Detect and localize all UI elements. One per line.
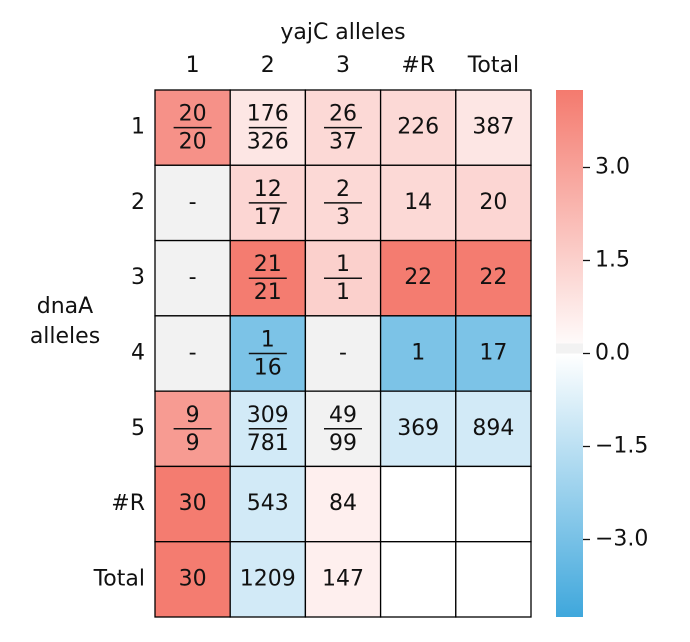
cell-label: 30 bbox=[179, 566, 207, 591]
cell-label: 387 bbox=[472, 115, 514, 140]
cell-numerator: 309 bbox=[247, 403, 289, 428]
cell-numerator: 49 bbox=[329, 403, 357, 428]
y-tick-label: 1 bbox=[131, 115, 145, 140]
cell-label: 20 bbox=[479, 190, 507, 215]
x-tick-label: 3 bbox=[336, 53, 350, 78]
cell-label: 1 bbox=[411, 341, 425, 366]
cell bbox=[455, 315, 532, 392]
cell-denominator: 1 bbox=[336, 280, 350, 305]
cell-denominator: 326 bbox=[247, 130, 289, 155]
x-tick-label: 2 bbox=[261, 53, 275, 78]
cell bbox=[455, 390, 532, 468]
cell-numerator: 26 bbox=[329, 102, 357, 127]
colorbar-tick-label: 1.5 bbox=[595, 248, 630, 273]
cell bbox=[379, 541, 457, 618]
x-tick-label: Total bbox=[467, 53, 519, 78]
cell-denominator: 21 bbox=[254, 280, 282, 305]
cell-label: 22 bbox=[479, 265, 507, 290]
cell-numerator: 21 bbox=[254, 252, 282, 277]
cell bbox=[154, 239, 231, 317]
cell-label: 1209 bbox=[240, 566, 296, 591]
cell-denominator: 16 bbox=[254, 356, 282, 381]
y-tick-label: Total bbox=[93, 566, 145, 591]
y-tick-label: 5 bbox=[131, 416, 145, 441]
cell-label: - bbox=[339, 341, 347, 366]
cell bbox=[379, 390, 457, 468]
cell-label: 22 bbox=[404, 265, 432, 290]
cell-denominator: 3 bbox=[336, 205, 350, 230]
cell bbox=[154, 164, 231, 242]
cell-denominator: 99 bbox=[329, 431, 357, 456]
cell-denominator: 20 bbox=[179, 130, 207, 155]
cell-numerator: 2 bbox=[336, 177, 350, 202]
cell-numerator: 12 bbox=[254, 177, 282, 202]
cell bbox=[455, 465, 532, 543]
cell-label: - bbox=[189, 341, 197, 366]
cell bbox=[455, 89, 532, 166]
cell bbox=[455, 541, 532, 618]
x-tick-label: #R bbox=[401, 53, 435, 78]
y-tick-label: #R bbox=[111, 491, 145, 516]
cell-numerator: 20 bbox=[179, 102, 207, 127]
cell bbox=[379, 89, 457, 166]
cell bbox=[379, 315, 457, 392]
cell-numerator: 176 bbox=[247, 102, 289, 127]
cell-label: - bbox=[189, 190, 197, 215]
cell-label: 147 bbox=[322, 566, 364, 591]
cell-label: 14 bbox=[404, 190, 432, 215]
cell-label: 226 bbox=[397, 115, 439, 140]
cell bbox=[229, 541, 307, 618]
x-axis-title: yajC alleles bbox=[280, 20, 405, 45]
cell-numerator: 1 bbox=[261, 328, 275, 353]
cell-label: 30 bbox=[179, 491, 207, 516]
y-tick-label: 4 bbox=[131, 341, 145, 366]
cell-denominator: 781 bbox=[247, 431, 289, 456]
y-tick-label: 3 bbox=[131, 265, 145, 290]
cell bbox=[304, 315, 382, 392]
cell-label: 84 bbox=[329, 491, 357, 516]
colorbar-zero-band bbox=[556, 343, 583, 354]
cell-numerator: 1 bbox=[336, 252, 350, 277]
cell-denominator: 9 bbox=[186, 431, 200, 456]
colorbar-tick-label: −3.0 bbox=[595, 527, 648, 552]
y-tick-label: 2 bbox=[131, 190, 145, 215]
cell bbox=[455, 164, 532, 242]
cell-label: - bbox=[189, 265, 197, 290]
cell-label: 543 bbox=[247, 491, 289, 516]
cell-numerator: 9 bbox=[186, 403, 200, 428]
cell bbox=[379, 465, 457, 543]
cell bbox=[379, 164, 457, 242]
y-axis-title: dnaA alleles bbox=[29, 294, 101, 349]
colorbar-tick-label: 3.0 bbox=[595, 155, 630, 180]
cell-denominator: 37 bbox=[329, 130, 357, 155]
colorbar-tick-label: 0.0 bbox=[595, 341, 630, 366]
cell-label: 894 bbox=[472, 416, 514, 441]
colorbar-tick-label: −1.5 bbox=[595, 434, 648, 459]
x-tick-label: 1 bbox=[186, 53, 200, 78]
cell bbox=[304, 541, 382, 618]
cell-label: 369 bbox=[397, 416, 439, 441]
cell bbox=[154, 465, 231, 543]
cell-denominator: 17 bbox=[254, 205, 282, 230]
cell-label: 17 bbox=[479, 341, 507, 366]
